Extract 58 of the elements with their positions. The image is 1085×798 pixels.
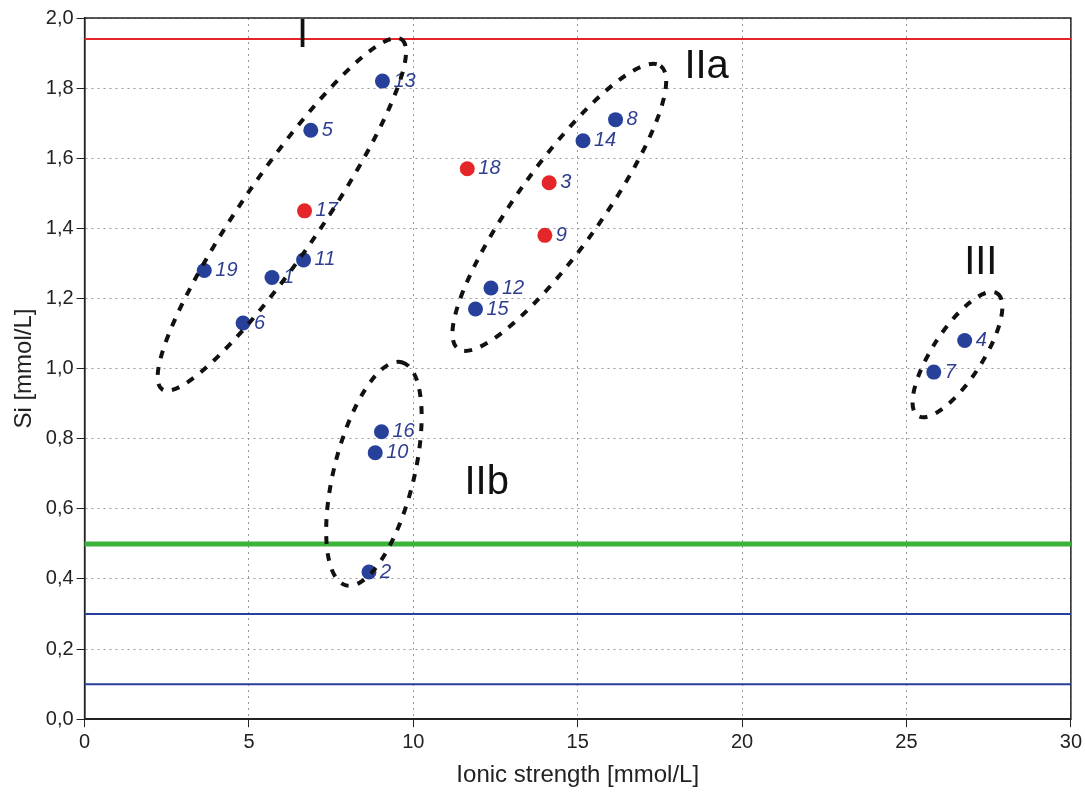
- y-axis-title: Si [mmol/L]: [9, 308, 37, 429]
- point: [235, 315, 251, 331]
- point: [957, 333, 973, 349]
- annotation: 4: [975, 328, 987, 351]
- annotation: 18: [478, 156, 501, 179]
- annotation: 1: [282, 265, 295, 288]
- annotation: 5: [321, 117, 334, 140]
- y-tick-label: 1,6: [45, 145, 74, 168]
- y-tick-label: 0,0: [45, 706, 74, 729]
- annotation: 3: [560, 170, 572, 193]
- annotation: 11: [314, 247, 336, 270]
- annotation: 19: [215, 257, 238, 280]
- x-tick-label: 20: [730, 729, 754, 752]
- annotation: 2: [378, 559, 392, 582]
- annotation: 6: [254, 310, 267, 333]
- point: [297, 203, 313, 219]
- x-tick-label: 5: [243, 729, 255, 752]
- annotation: 7: [944, 359, 957, 382]
- annotation: IIb: [464, 457, 509, 502]
- y-tick-label: 1,0: [45, 356, 74, 379]
- y-tick-label: 1,4: [45, 215, 74, 238]
- annotation: 14: [594, 128, 617, 151]
- y-tick-label: 1,8: [45, 75, 74, 98]
- point: [303, 122, 319, 138]
- y-tick-label: 0,4: [45, 566, 74, 589]
- point: [374, 73, 390, 89]
- point: [264, 269, 280, 285]
- point: [575, 133, 591, 149]
- point: [373, 424, 389, 440]
- y-tick-label: 0,8: [45, 426, 74, 449]
- point: [483, 280, 499, 296]
- x-axis-title: Ionic strength [mmol/L]: [456, 760, 700, 788]
- x-tick-label: 25: [895, 729, 918, 752]
- y-tick-label: 1,2: [45, 286, 74, 308]
- y-tick-label: 2,0: [45, 5, 74, 28]
- annotation: 16: [392, 419, 416, 442]
- y-tick-label: 0,2: [45, 636, 74, 659]
- annotation: 12: [501, 275, 525, 298]
- x-tick-label: 10: [402, 729, 425, 752]
- annotation: 15: [486, 296, 510, 319]
- point: [367, 445, 383, 461]
- x-tick-label: 15: [566, 729, 589, 752]
- point: [926, 364, 942, 380]
- point: [459, 161, 475, 177]
- annotation: I: [297, 10, 309, 55]
- x-tick-label: 30: [1059, 729, 1082, 752]
- annotation: III: [964, 238, 998, 283]
- annotation: 9: [555, 222, 567, 245]
- y-tick-label: 0,6: [45, 496, 74, 519]
- point: [196, 262, 212, 278]
- point: [468, 301, 483, 317]
- x-tick-label: 0: [79, 729, 91, 752]
- annotation: IIa: [684, 42, 730, 87]
- annotation: 10: [386, 440, 409, 463]
- point: [608, 112, 624, 128]
- point: [537, 227, 553, 243]
- point: [541, 175, 557, 191]
- annotation: 8: [626, 107, 638, 130]
